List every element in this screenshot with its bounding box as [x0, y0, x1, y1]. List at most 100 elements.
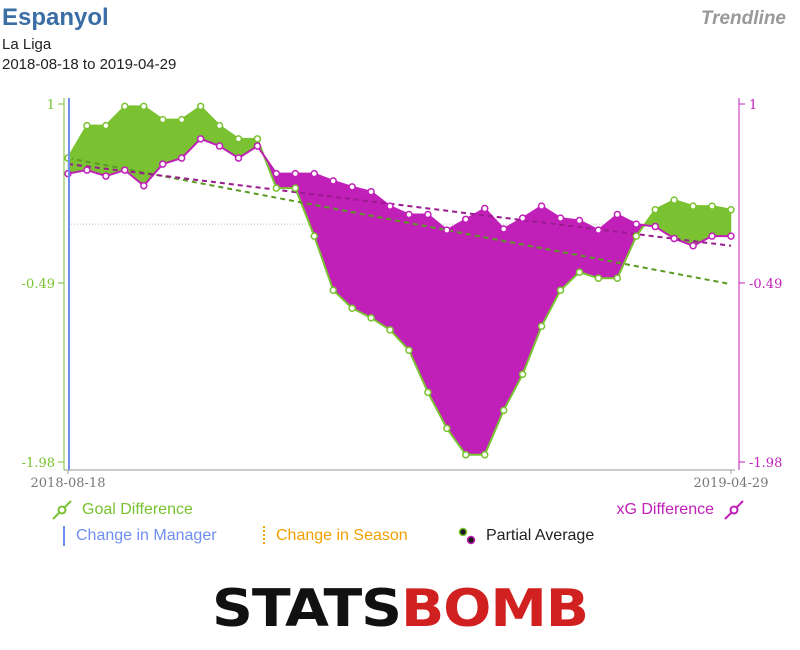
legend-goal-difference[interactable]: Goal Difference: [50, 498, 193, 522]
xg-difference-point: [329, 177, 337, 185]
area-segment: [370, 191, 391, 331]
xg-difference-point: [158, 160, 167, 168]
goal-difference-point: [537, 322, 546, 330]
goal-difference-point: [329, 286, 337, 294]
left-tick-label: 1: [47, 98, 55, 113]
goal-difference-point: [594, 274, 603, 282]
xg-difference-trendline: [67, 163, 732, 247]
partial-average-icon: [458, 527, 476, 545]
xg-difference-line-icon: [724, 500, 744, 520]
goal-difference-point: [272, 184, 281, 192]
area-segment: [598, 213, 618, 279]
xg-difference-point: [348, 183, 356, 191]
area-segment: [465, 208, 485, 456]
goal-difference-point: [424, 388, 432, 397]
legend-change-in-season-label: Change in Season: [276, 527, 408, 544]
goal-difference-point: [689, 202, 697, 210]
xg-difference-point: [575, 216, 584, 225]
goal-difference-line-icon: [52, 500, 72, 520]
goal-difference-point: [83, 121, 91, 130]
xg-difference-point: [367, 187, 375, 196]
league-name: La Liga: [2, 36, 52, 53]
xg-difference-point: [405, 210, 413, 219]
area-segment: [67, 124, 88, 174]
xg-difference-point: [140, 181, 148, 190]
xg-difference-point: [310, 169, 319, 178]
right-tick-label: -0.49: [749, 277, 782, 292]
xg-difference-point: [424, 210, 432, 219]
xg-difference-point: [462, 215, 470, 224]
goal-difference-point: [443, 424, 451, 433]
goal-difference-point: [196, 102, 205, 111]
xg-difference-point: [518, 214, 527, 222]
legend-change-in-manager-label: Change in Manager: [76, 527, 217, 544]
goal-difference-trendline: [67, 157, 732, 286]
legend-xg-difference-label: xG Difference: [616, 501, 714, 518]
goal-difference-point: [234, 135, 243, 143]
goal-difference-point: [140, 102, 148, 111]
goal-difference-point: [499, 406, 508, 415]
area-segment: [446, 218, 467, 456]
xg-difference-point: [727, 232, 735, 240]
xg-difference-point: [443, 226, 451, 234]
x-tick-label-start: 2018-08-18: [31, 476, 106, 491]
goal-difference-point: [102, 121, 110, 130]
area-segment: [314, 173, 334, 291]
xg-difference-point: [196, 135, 205, 143]
xg-difference-point: [670, 234, 678, 243]
xg-difference-point: [632, 220, 641, 228]
goal-difference-point: [158, 115, 167, 124]
goal-difference-point: [386, 326, 394, 334]
goal-difference-point: [480, 451, 489, 459]
area-segment: [692, 205, 713, 247]
xg-difference-point: [537, 202, 546, 210]
legend-partial-average[interactable]: Partial Average: [456, 525, 594, 547]
xg-difference-point: [480, 204, 489, 213]
team-name: Espanyol: [2, 4, 109, 31]
legend-goal-difference-label: Goal Difference: [82, 501, 193, 518]
goal-difference-point: [253, 135, 262, 143]
xg-difference-point: [83, 166, 91, 174]
goal-difference-point: [310, 232, 319, 240]
area-segment: [408, 214, 429, 393]
goal-difference-point: [670, 196, 678, 204]
x-tick-label-end: 2019-04-29: [694, 476, 769, 491]
goal-difference-point: [708, 202, 716, 210]
right-tick-label: 1: [749, 98, 757, 113]
xg-difference-point: [121, 166, 129, 174]
legend-change-in-manager[interactable]: Change in Manager: [62, 525, 217, 547]
xg-difference-point: [253, 142, 262, 150]
xg-difference-point: [594, 226, 603, 234]
goal-difference-point: [575, 268, 584, 276]
xg-difference-point: [102, 172, 110, 180]
goal-difference-point: [462, 451, 470, 459]
goal-difference-point: [556, 286, 565, 294]
date-range: 2018-08-18 to 2019-04-29: [2, 56, 177, 73]
season-line-icon: [263, 526, 265, 546]
goal-difference-point: [177, 115, 186, 124]
legend-change-in-season[interactable]: Change in Season: [262, 525, 408, 547]
legend-xg-difference[interactable]: xG Difference: [616, 498, 746, 522]
goal-difference-point: [121, 102, 129, 111]
xg-difference-point: [499, 225, 508, 233]
xg-difference-point: [651, 222, 659, 231]
goal-difference-point: [518, 370, 527, 379]
area-segment: [351, 186, 372, 319]
goal-difference-point: [367, 314, 375, 322]
xg-difference-point: [215, 142, 224, 150]
legend-partial-average-label: Partial Average: [486, 527, 595, 544]
goal-difference-point: [405, 346, 413, 355]
xg-difference-point: [386, 202, 394, 210]
xg-difference-point: [689, 242, 697, 250]
goal-difference-point: [651, 205, 659, 214]
trendline-badge: Trendline: [700, 8, 786, 29]
left-tick-label: -0.49: [22, 277, 55, 292]
right-tick-label: -1.98: [749, 456, 782, 471]
xg-difference-point: [556, 214, 565, 222]
left-tick-label: -1.98: [22, 456, 55, 471]
trendline-chart: 1 1 -0.49 -0.49 -1.98 -1.98 2018-08-18 2019-04-…: [22, 98, 782, 491]
goal-difference-point: [632, 232, 641, 240]
goal-difference-point: [727, 205, 735, 214]
goal-difference-point: [215, 121, 224, 130]
